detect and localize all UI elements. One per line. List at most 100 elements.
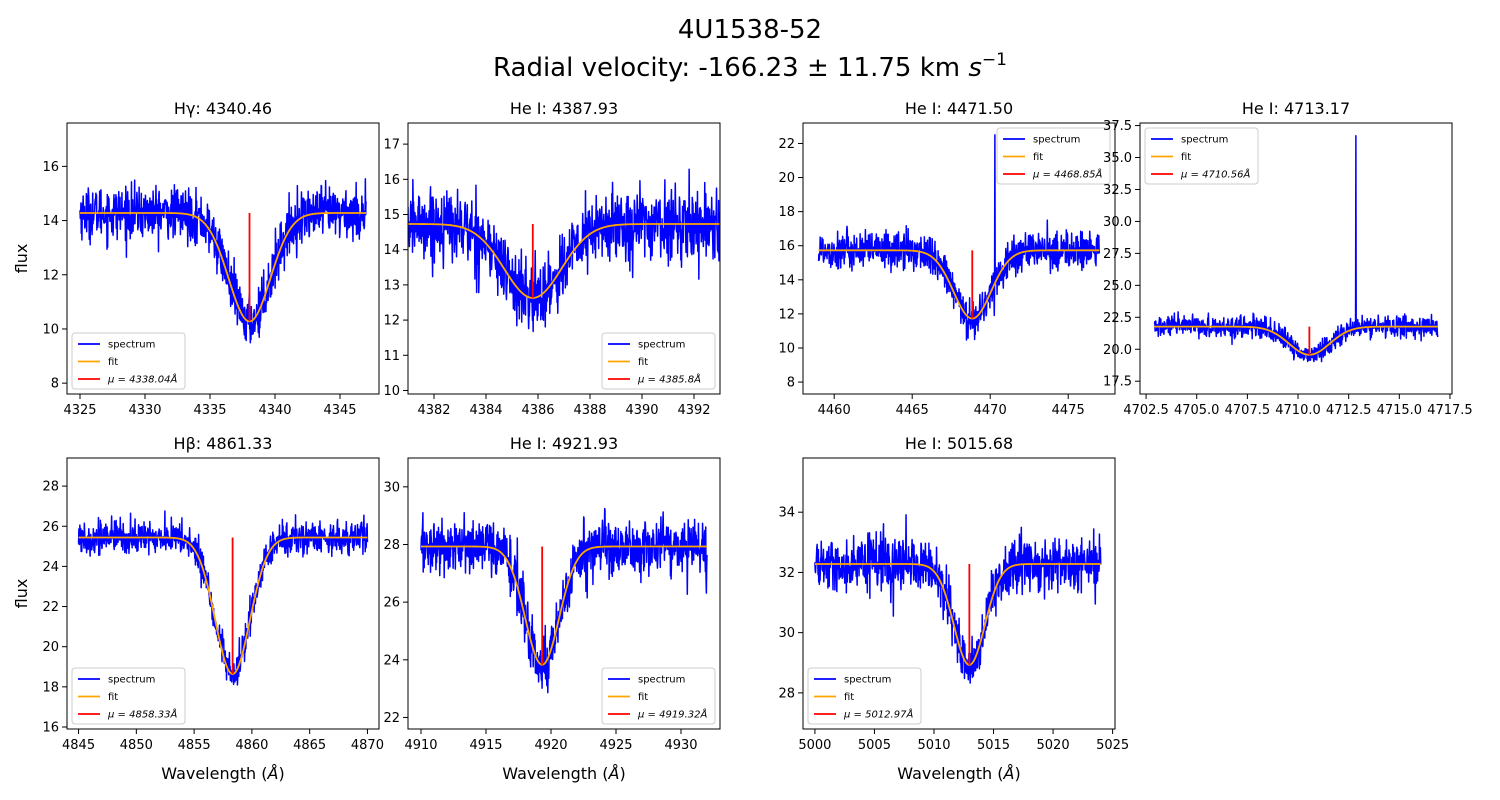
subplot-title: He I: 4921.93: [510, 434, 618, 453]
fit-curve: [814, 563, 1101, 666]
x-tick-label: 5015: [977, 738, 1010, 753]
legend-box: [807, 667, 922, 725]
y-tick-label: 18: [42, 680, 59, 695]
legend-box: [601, 667, 716, 725]
x-tick-label: 4910: [404, 738, 437, 753]
subplot-5: Hβ: 4861.33 4845 4850 4855 4860 4865 4870 16 18 2…: [12, 434, 384, 783]
legend-box: [1144, 127, 1259, 185]
y-tick-label: 15: [383, 208, 400, 223]
y-tick-label: 14: [42, 214, 59, 229]
legend-box: [601, 332, 716, 390]
y-tick-label: 28: [42, 480, 59, 495]
spectrum-line: [79, 178, 367, 344]
x-axis-label-symbol: Å: [267, 764, 279, 783]
legend-mu-label: μ = 5012.97Å: [843, 708, 913, 721]
x-tick-label: 4390: [625, 403, 658, 418]
x-tick-label: 4475: [1052, 403, 1085, 418]
axes-frame: [66, 122, 380, 395]
y-tick-label: 12: [42, 268, 59, 283]
legend: spectrum fit μ = 4919.32Å: [601, 667, 716, 725]
fit-curve: [818, 249, 1100, 320]
y-tick-label: 30.0: [1103, 215, 1132, 230]
legend-mu-label: μ = 4710.56Å: [1180, 168, 1250, 181]
x-tick-label: 4710.0: [1275, 403, 1321, 418]
legend: spectrum fit μ = 4468.85Å: [996, 127, 1111, 185]
plot-area: [79, 178, 367, 344]
legend: spectrum fit μ = 4710.56Å: [1144, 127, 1259, 185]
x-tick-label: 4717.5: [1427, 403, 1473, 418]
x-tick-label: 4470: [974, 403, 1007, 418]
y-tick-label: 24: [42, 560, 59, 575]
x-tick-label: 4335: [193, 403, 226, 418]
x-tick-label: 4845: [62, 738, 95, 753]
x-axis-label-prefix: Wavelength (: [161, 764, 267, 783]
legend-mu-label: μ = 4919.32Å: [637, 708, 707, 721]
x-tick-label: 4865: [293, 738, 326, 753]
x-tick-label: 4392: [677, 403, 710, 418]
spectrum-line: [1153, 135, 1439, 363]
y-tick-label: 20.0: [1103, 343, 1132, 358]
legend-fit-label: fit: [1033, 152, 1043, 163]
legend: spectrum fit μ = 5012.97Å: [807, 667, 922, 725]
y-tick-label: 20: [42, 640, 59, 655]
legend-spectrum-label: spectrum: [108, 340, 155, 351]
x-tick-label: 4388: [573, 403, 606, 418]
x-axis-label-suffix: ): [1014, 764, 1020, 783]
plot-area: [77, 510, 369, 686]
y-tick-label: 27.5: [1103, 247, 1132, 262]
subplot-title: He I: 4387.93: [510, 99, 618, 118]
subplot-3: He I: 4471.50 4460 4465 4470 4475 8 10 12 14 16 18…: [778, 99, 1116, 418]
legend-box: [71, 667, 186, 725]
x-axis-label: Wavelength (Å): [897, 764, 1020, 783]
legend: spectrum fit μ = 4338.04Å: [71, 332, 186, 390]
legend-fit-label: fit: [638, 357, 648, 368]
x-tick-label: 4345: [323, 403, 356, 418]
subplot-4: He I: 4713.17 4702.5 4705.0 4707.5 4710.0 471…: [1103, 99, 1473, 418]
legend-spectrum-label: spectrum: [108, 675, 155, 686]
y-tick-label: 16: [42, 160, 59, 175]
y-tick-label: 20: [778, 171, 795, 186]
x-tick-label: 4340: [258, 403, 291, 418]
y-tick-label: 30: [383, 480, 400, 495]
x-tick-label: 4925: [599, 738, 632, 753]
legend-spectrum-label: spectrum: [638, 675, 685, 686]
fit-curve: [1154, 325, 1438, 356]
y-tick-label: 10: [778, 341, 795, 356]
subtitle-unit: s: [968, 53, 982, 83]
y-tick-label: 16: [42, 720, 59, 735]
y-tick-label: 12: [778, 307, 795, 322]
x-tick-label: 4705.0: [1174, 403, 1220, 418]
legend-spectrum-label: spectrum: [844, 675, 891, 686]
subplot-grid: Hγ: 4340.46 4325 4330 4335 4340 4345 8 10 12 14 16…: [12, 99, 1473, 783]
fit-curve: [78, 536, 368, 675]
axes-frame: [407, 457, 721, 730]
x-tick-label: 4386: [521, 403, 554, 418]
subplot-title: Hβ: 4861.33: [174, 434, 273, 453]
x-tick-label: 4712.5: [1326, 403, 1372, 418]
x-axis-label-suffix: ): [278, 764, 284, 783]
fit-curve: [408, 223, 720, 299]
x-tick-label: 4325: [63, 403, 96, 418]
legend-mu-label: μ = 4858.33Å: [107, 708, 177, 721]
x-tick-label: 5025: [1096, 738, 1129, 753]
fit-curve: [421, 545, 707, 666]
subplot-6: He I: 4921.93 4910 4915 4920 4925 4930 22 24 26 2…: [383, 434, 721, 783]
y-tick-label: 18: [778, 205, 795, 220]
subplot-title: He I: 5015.68: [905, 434, 1013, 453]
x-tick-label: 4850: [120, 738, 153, 753]
x-tick-label: 4382: [417, 403, 450, 418]
spectrum-line: [814, 514, 1102, 684]
y-tick-label: 11: [383, 349, 400, 364]
x-tick-label: 4460: [818, 403, 851, 418]
x-axis-label-suffix: ): [619, 764, 625, 783]
x-axis-label-symbol: Å: [608, 764, 620, 783]
plot-area: [814, 514, 1102, 684]
axes-frame: [407, 122, 721, 395]
x-tick-label: 4384: [469, 403, 502, 418]
axes-frame: [802, 122, 1116, 395]
plot-area: [817, 134, 1101, 341]
x-tick-label: 4930: [664, 738, 697, 753]
x-tick-label: 5010: [917, 738, 950, 753]
subplot-2: He I: 4387.93 4382 4384 4386 4388 4390 4392 10 1…: [383, 99, 721, 418]
